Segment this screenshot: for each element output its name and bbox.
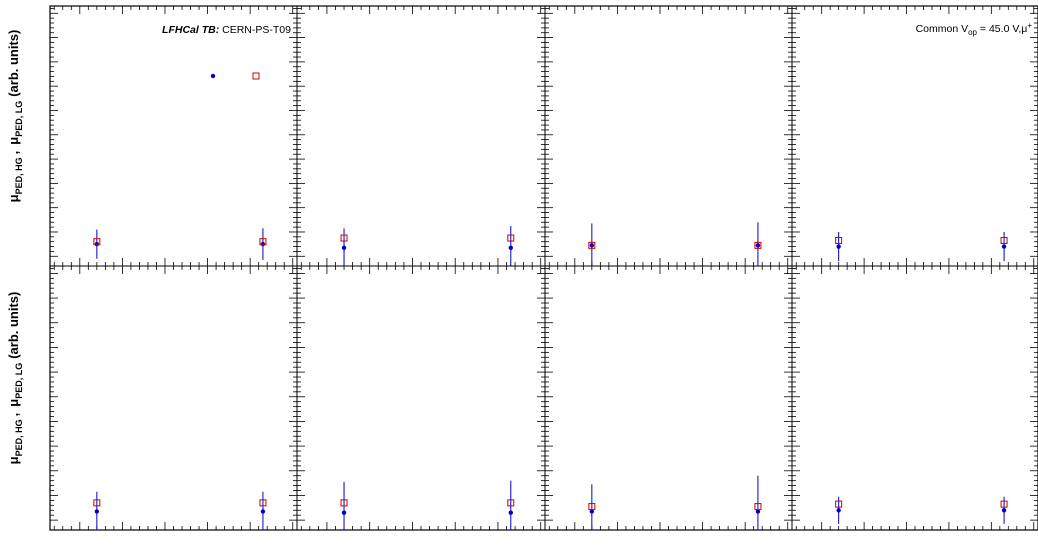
legend-hg-marker	[210, 73, 216, 79]
hg-point	[755, 509, 761, 514]
pad-row-0-col-1	[296, 265, 546, 531]
hg-point	[755, 243, 761, 248]
hg-point	[94, 509, 100, 514]
lg-point	[259, 238, 267, 246]
voltage-prefix: Common V	[916, 23, 969, 35]
pad-frame	[791, 265, 1038, 531]
ylabel-comma: ,	[6, 151, 21, 155]
ylabel-units: (arb. units)	[6, 292, 21, 359]
hg-point	[836, 244, 841, 249]
legend-lg-marker	[252, 72, 260, 80]
hg-point	[836, 508, 841, 513]
hg-point	[508, 245, 513, 250]
tb-info: LFHCal TB: CERN-PS-T09	[162, 24, 291, 36]
ylabel-mu: μ	[6, 456, 21, 464]
lg-point	[588, 241, 596, 249]
legend	[210, 72, 260, 80]
lg-point	[340, 499, 348, 507]
hg-point	[508, 510, 513, 515]
tb-label: LFHCal TB:	[162, 24, 219, 36]
ylabel-units: (arb. units)	[6, 30, 21, 97]
pad-row-0-col-3	[791, 265, 1038, 531]
hg-point	[589, 243, 595, 248]
pad-row-0-col-2	[544, 265, 793, 531]
pad-frame	[544, 5, 793, 267]
lg-point	[1000, 236, 1008, 244]
lg-point	[754, 503, 762, 511]
pad-row-1-col-3: Common Vop = 45.0 V,μ+	[791, 5, 1038, 267]
ylabel-hg-sub: PED, HG	[14, 157, 24, 194]
voltage-suffix: = 45.0 V,μ	[977, 23, 1027, 35]
voltage-info: Common Vop = 45.0 V,μ+	[916, 21, 1033, 37]
lg-point	[1000, 500, 1008, 508]
ylabel-mu-2: μ	[6, 399, 21, 407]
hg-point	[260, 509, 266, 514]
pad-row-1-col-1	[296, 5, 546, 267]
ylabel-lg-sub: PED, LG	[14, 101, 24, 137]
hg-point	[260, 241, 266, 247]
lg-point	[93, 499, 101, 507]
lg-point	[835, 500, 843, 508]
lg-point	[754, 241, 762, 249]
tb-value: CERN-PS-T09	[222, 24, 291, 36]
pad-frame	[544, 265, 793, 531]
pad-frame	[49, 5, 298, 267]
hg-point	[1001, 508, 1007, 513]
pad-frame	[791, 5, 1038, 267]
lg-point	[507, 234, 515, 242]
hg-point	[94, 241, 100, 247]
pad-frame	[296, 265, 546, 531]
pad-row-1-col-0: LFHCal TB: CERN-PS-T09	[49, 5, 298, 267]
lg-point	[588, 503, 596, 511]
ylabel-mu: μ	[6, 194, 21, 202]
voltage-sup: +	[1027, 21, 1032, 30]
lg-point	[507, 499, 515, 507]
voltage-sub: op	[968, 28, 977, 37]
lg-point	[259, 499, 267, 507]
hg-point	[341, 245, 347, 250]
ylabel-hg-sub: PED, HG	[14, 419, 24, 456]
y-axis-title: μPED, HG,μPED, LG(arb. units)	[6, 292, 24, 465]
lg-point	[93, 238, 101, 246]
hg-point	[1001, 244, 1007, 249]
y-axis-title: μPED, HG,μPED, LG(arb. units)	[6, 30, 24, 203]
ylabel-lg-sub: PED, LG	[14, 363, 24, 399]
hg-point	[341, 510, 347, 515]
lg-point	[340, 234, 348, 242]
pad-row-1-col-2	[544, 5, 793, 267]
lg-point	[835, 236, 843, 244]
ylabel-mu-2: μ	[6, 137, 21, 145]
pad-row-0-col-0	[49, 265, 298, 531]
pad-frame	[49, 265, 298, 531]
pad-frame	[296, 5, 546, 267]
hg-point	[589, 509, 595, 514]
ylabel-comma: ,	[6, 413, 21, 417]
